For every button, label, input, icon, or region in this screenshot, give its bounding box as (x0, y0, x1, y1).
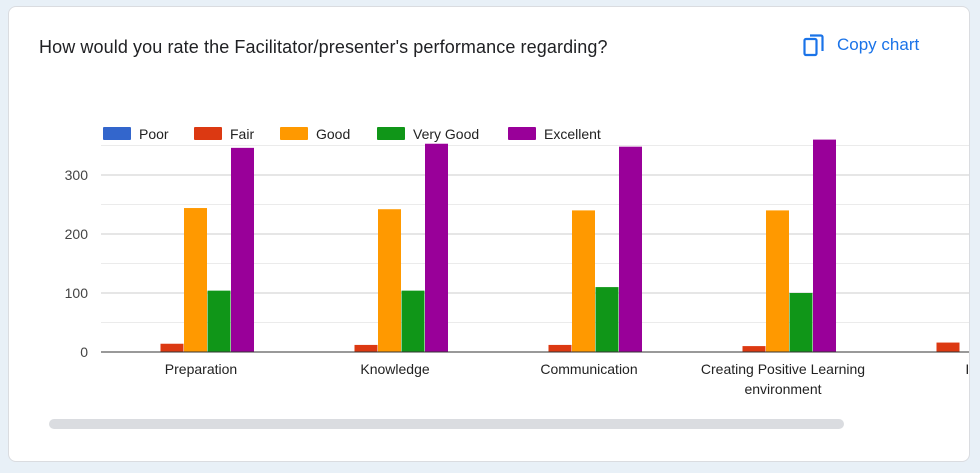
legend-label[interactable]: Very Good (413, 126, 479, 142)
legend-swatch-very-good[interactable] (377, 127, 405, 140)
copy-chart-label: Copy chart (837, 35, 920, 54)
x-tick-label: Inte (965, 361, 970, 377)
legend-swatch-fair[interactable] (194, 127, 222, 140)
bar-chart: 0 100 200 300 Preparation Knowledge Communicat… (65, 126, 970, 397)
bar-good[interactable] (766, 210, 789, 352)
chart-area: 0 100 200 300 Preparation Knowledge Communicat… (9, 7, 970, 461)
legend-label[interactable]: Good (316, 126, 350, 142)
horizontal-scrollbar[interactable] (49, 419, 844, 429)
legend-label[interactable]: Poor (139, 126, 169, 142)
bar-fair[interactable] (936, 342, 960, 352)
bar-good[interactable] (378, 209, 401, 352)
bar-very-good[interactable] (595, 287, 619, 352)
chart-card: How would you rate the Facilitator/prese… (8, 6, 970, 462)
bar-very-good[interactable] (401, 290, 425, 352)
bar-good[interactable] (572, 210, 595, 352)
bar-excellent[interactable] (231, 147, 254, 352)
x-tick-label: Preparation (165, 361, 237, 377)
bar-good[interactable] (184, 208, 207, 352)
bar-fair[interactable] (160, 343, 184, 352)
legend-swatch-excellent[interactable] (508, 127, 536, 140)
legend-label[interactable]: Fair (230, 126, 254, 142)
legend-swatch-good[interactable] (280, 127, 308, 140)
bar-excellent[interactable] (425, 143, 448, 352)
bar-very-good[interactable] (207, 290, 231, 352)
x-tick-label: Creating Positive Learning environment (701, 361, 865, 397)
bar-fair[interactable] (548, 344, 572, 352)
legend-label[interactable]: Excellent (544, 126, 601, 142)
bar-very-good[interactable] (789, 293, 813, 352)
bar-fair[interactable] (742, 346, 766, 352)
x-tick-label: Communication (540, 361, 637, 377)
y-tick-label: 100 (65, 285, 89, 301)
bar-fair[interactable] (354, 344, 378, 352)
y-tick-label: 200 (65, 226, 89, 242)
legend-swatch-poor[interactable] (103, 127, 131, 140)
bar-excellent[interactable] (813, 139, 836, 352)
x-tick-label: Knowledge (360, 361, 429, 377)
question-title: How would you rate the Facilitator/prese… (39, 37, 608, 57)
y-tick-label: 0 (80, 344, 88, 360)
copy-icon (803, 34, 824, 57)
bar-excellent[interactable] (619, 146, 642, 352)
y-tick-label: 300 (65, 167, 89, 183)
copy-chart-button[interactable]: Copy chart (803, 29, 919, 61)
